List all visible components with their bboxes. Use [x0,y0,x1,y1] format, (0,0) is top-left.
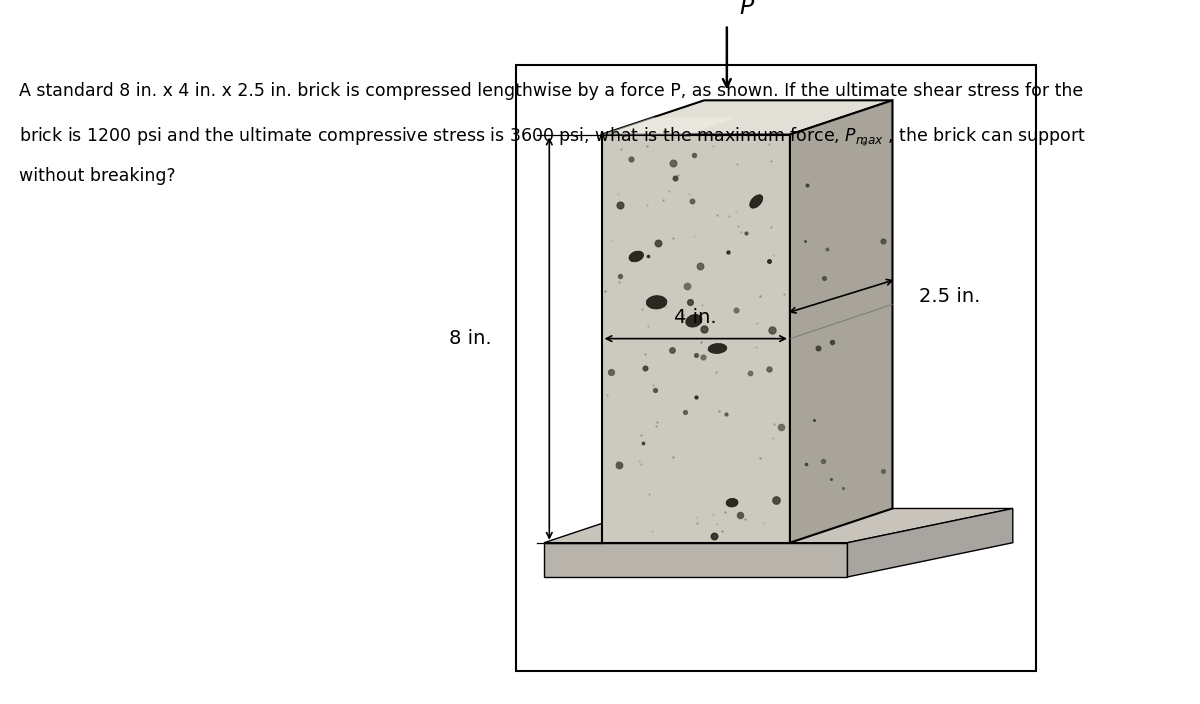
Ellipse shape [750,195,763,208]
Text: without breaking?: without breaking? [19,168,175,185]
Ellipse shape [685,315,702,327]
Ellipse shape [647,296,667,309]
Polygon shape [601,101,893,134]
Text: brick is 1200 psi and the ultimate compressive stress is 3600 psi, what is the m: brick is 1200 psi and the ultimate compr… [19,125,1086,146]
Ellipse shape [708,344,727,353]
Bar [601,134,790,543]
Text: A standard 8 in. x 4 in. x 2.5 in. brick is compressed lengthwise by a force P, : A standard 8 in. x 4 in. x 2.5 in. brick… [19,82,1084,100]
Text: 8 in.: 8 in. [449,329,492,348]
Polygon shape [847,508,1013,577]
Text: 4 in.: 4 in. [674,308,718,327]
Text: 2.5 in.: 2.5 in. [919,287,980,306]
Polygon shape [790,101,893,543]
Ellipse shape [629,251,643,262]
Text: $P$: $P$ [739,0,756,19]
Polygon shape [544,543,847,577]
Bar [516,65,1036,671]
Polygon shape [544,508,1013,543]
Ellipse shape [726,498,738,507]
Polygon shape [601,118,738,134]
